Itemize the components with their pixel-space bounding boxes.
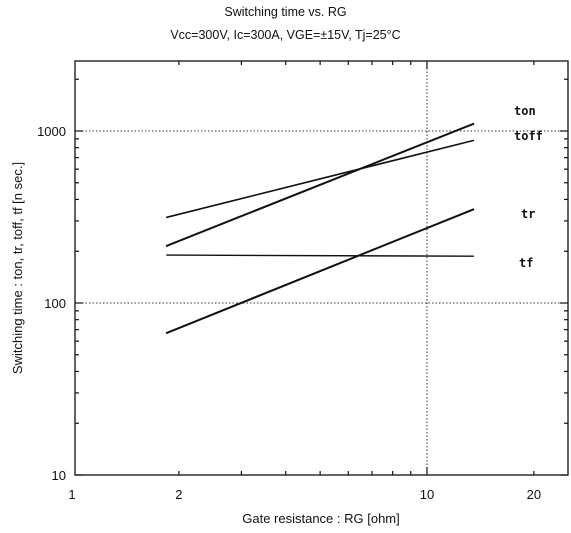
plot-frame <box>74 60 569 476</box>
series-label-tr: tr <box>521 207 535 221</box>
chart-title: Switching time vs. RG <box>224 5 347 19</box>
tick-labels: 10 100 1000 1 2 10 20 ton toff tr tf <box>37 104 543 502</box>
y-tick-label: 1000 <box>37 124 66 139</box>
series-lines <box>165 122 475 334</box>
x-tick-label: 10 <box>420 487 434 502</box>
series-line-tf <box>166 254 474 257</box>
series-label-tf: tf <box>519 256 533 270</box>
chart-subtitle: Vcc=300V, Ic=300A, VGE=±15V, Tj=25°C <box>170 28 401 42</box>
x-tick-label: 2 <box>175 487 182 502</box>
y-tick-label: 10 <box>52 468 66 483</box>
x-tick-label: 20 <box>527 487 541 502</box>
series-line-tr <box>165 208 475 334</box>
y-axis-label: Switching time : ton, tr, toff, tf [n se… <box>10 162 25 374</box>
tick-marks <box>75 61 568 476</box>
series-line-ton <box>165 122 475 247</box>
y-tick-label: 100 <box>44 296 66 311</box>
series-label-ton: ton <box>514 104 536 118</box>
grid-lines <box>75 61 568 475</box>
series-label-toff: toff <box>514 129 543 143</box>
x-axis-label: Gate resistance : RG [ohm] <box>242 511 400 526</box>
x-tick-label: 1 <box>68 487 75 502</box>
series-line-toff <box>166 139 475 219</box>
